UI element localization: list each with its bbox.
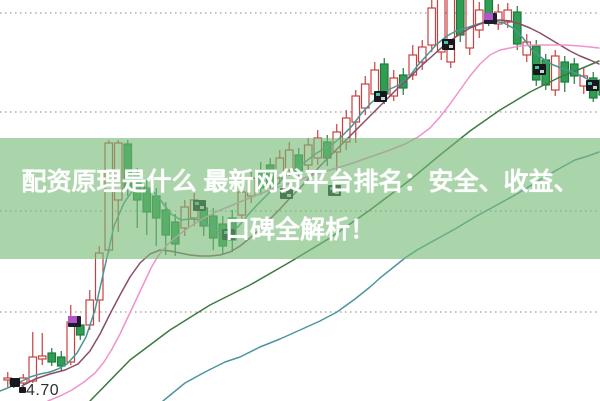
signal-marker-small: [10, 378, 20, 387]
signal-marker-dot: [376, 93, 380, 96]
price-label: 4.70: [26, 382, 60, 399]
signal-marker-black: [586, 80, 599, 91]
candle-body: [503, 9, 513, 23]
signal-marker-dot: [535, 66, 539, 69]
signal-marker-dot: [540, 70, 544, 73]
signal-marker-small: [19, 387, 26, 393]
signal-marker-black: [442, 39, 455, 50]
candle-body: [85, 299, 95, 326]
signal-marker-accent: [68, 316, 77, 323]
candle-body: [56, 356, 66, 367]
candle-body: [360, 83, 370, 109]
candle-body: [455, 0, 465, 36]
candle-body: [37, 355, 47, 360]
candle-body: [446, 0, 456, 63]
signal-marker-black: [374, 91, 387, 102]
candle-body: [436, 0, 446, 53]
candle-body: [427, 7, 437, 46]
signal-marker-dot: [593, 86, 597, 89]
candle-body: [560, 61, 570, 83]
candle-body: [379, 63, 389, 95]
signal-marker-dot: [444, 41, 448, 44]
candle-body: [47, 352, 57, 363]
signal-marker-dot: [588, 82, 592, 85]
candle-body: [465, 0, 475, 49]
headline-line2: 口碑全解析！: [224, 216, 375, 244]
candle-body: [474, 9, 484, 31]
candle-body: [370, 69, 380, 95]
signal-marker-dot: [381, 97, 385, 100]
candle-body: [512, 11, 522, 45]
candle-body: [531, 45, 541, 81]
headline-line1: 配资原理是什么 最新网贷平台排名：安全、收益、: [21, 168, 579, 196]
signal-marker-accent: [484, 13, 493, 20]
signal-marker-dot: [449, 45, 453, 48]
headline-banner: 配资原理是什么 最新网贷平台排名：安全、收益、 口碑全解析！: [0, 138, 600, 259]
candle-body: [417, 46, 427, 63]
signal-marker-black: [533, 64, 546, 75]
candle-body: [550, 55, 560, 91]
